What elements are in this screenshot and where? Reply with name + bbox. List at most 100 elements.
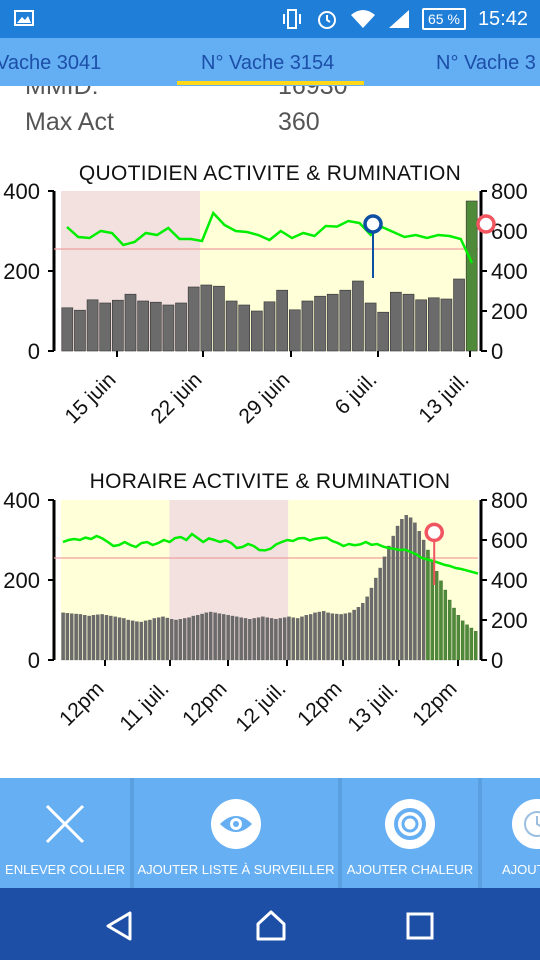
activity-bar	[269, 618, 274, 661]
activity-bar	[427, 297, 440, 352]
activity-bar	[291, 617, 296, 661]
battery-icon: 65 %	[422, 8, 466, 30]
tab-vache-3154[interactable]: N° Vache 3154	[201, 52, 335, 74]
activity-bar	[83, 615, 87, 661]
activity-bar	[282, 617, 287, 661]
close-icon	[40, 799, 90, 849]
right-tick-label: 0	[491, 339, 503, 364]
activity-bar	[225, 300, 238, 352]
activity-bar	[238, 304, 251, 352]
activity-bar	[196, 615, 200, 661]
activity-bar	[391, 535, 395, 661]
activity-bar	[217, 613, 222, 661]
activity-bar	[130, 620, 135, 661]
activity-bar	[263, 301, 276, 352]
activity-bar	[175, 302, 187, 352]
activity-bar	[61, 307, 74, 352]
activity-bar	[248, 619, 252, 661]
hourly-chart: HORAIRE ACTIVITE & RUMINATION 0 200 400 0 20…	[0, 460, 540, 760]
hourly-chart-title: HORAIRE ACTIVITE & RUMINATION	[89, 470, 451, 493]
activity-bar	[447, 599, 452, 661]
right-tick-label: 600	[491, 219, 528, 244]
activity-bar	[361, 603, 365, 661]
activity-bar	[274, 619, 278, 661]
activity-bar	[365, 596, 369, 661]
activity-bar	[404, 515, 408, 661]
activity-bar	[276, 289, 288, 352]
tab-vache-next[interactable]: N° Vache 3	[436, 52, 536, 74]
back-icon[interactable]	[104, 910, 136, 942]
activity-bar	[230, 615, 235, 661]
activity-bar	[261, 616, 265, 661]
remove-collar-button[interactable]: ENLEVER COLLIER	[0, 778, 130, 888]
clock-time: 15:42	[477, 7, 528, 30]
rumination-line	[62, 532, 479, 575]
activity-bar	[243, 618, 248, 661]
activity-bar	[278, 618, 282, 661]
activity-bar	[74, 309, 86, 352]
activity-bar	[100, 614, 104, 661]
activity-bar	[300, 616, 304, 661]
mmid-label: MMID:	[25, 86, 99, 100]
add-more-label: AJOUT	[502, 862, 540, 877]
activity-bar	[377, 311, 390, 352]
right-tick-label: 800	[491, 179, 528, 204]
activity-bar	[326, 612, 330, 661]
tab-vache-3041[interactable]: Vache 3041	[0, 52, 102, 74]
activity-bar	[113, 616, 117, 661]
event-marker-red	[476, 214, 496, 234]
activity-bar	[301, 300, 314, 352]
activity-bar	[295, 618, 300, 661]
add-heat-button[interactable]: AJOUTER CHALEUR	[342, 778, 478, 888]
rumination-line	[66, 210, 474, 264]
activity-bar	[122, 618, 126, 661]
activity-bar	[469, 627, 474, 661]
x-tick-label: 12 juil.	[231, 677, 290, 736]
activity-bar	[452, 607, 456, 661]
activity-bar	[165, 617, 170, 661]
activity-bar	[200, 613, 204, 661]
x-tick-label: 12pm	[178, 677, 231, 730]
activity-bar	[86, 299, 99, 352]
daily-chart: QUOTIDIEN ACTIVITE & RUMINATION 0 200 400 0…	[0, 150, 540, 450]
eye-icon	[211, 799, 261, 849]
activity-bar	[288, 309, 301, 352]
x-tick-label: 12pm	[408, 677, 461, 730]
add-more-button[interactable]: AJOUT	[482, 778, 540, 888]
activity-bar	[374, 577, 378, 661]
activity-bar	[256, 617, 261, 661]
activity-bar	[174, 619, 178, 661]
activity-bar	[65, 613, 70, 661]
activity-bar	[265, 617, 269, 661]
right-tick-label: 400	[491, 259, 528, 284]
x-tick-label: 12pm	[293, 677, 346, 730]
right-tick-label: 800	[491, 488, 528, 513]
activity-bar	[453, 278, 465, 352]
activity-bar	[343, 613, 348, 661]
left-tick-label: 0	[28, 648, 40, 673]
wifi-icon	[351, 10, 376, 28]
activity-bar	[308, 614, 313, 661]
activity-bar	[109, 615, 113, 661]
left-tick-label: 0	[28, 339, 40, 364]
add-watchlist-button[interactable]: AJOUTER LISTE À SURVEILLER	[134, 778, 338, 888]
activity-bar	[209, 611, 213, 661]
right-tick-label: 0	[491, 648, 503, 673]
event-marker-red	[424, 522, 444, 543]
activity-bar	[200, 284, 213, 352]
status-bar: 65 % 15:42	[0, 0, 540, 38]
activity-bar	[178, 619, 183, 661]
home-icon[interactable]	[254, 908, 288, 942]
target-icon	[385, 799, 435, 849]
x-tick-label: 12pm	[55, 677, 108, 730]
activity-bar	[252, 618, 256, 661]
activity-bar	[460, 620, 465, 661]
activity-bar	[330, 613, 335, 661]
activity-bar	[287, 616, 291, 661]
left-tick-label: 200	[3, 568, 40, 593]
recents-icon[interactable]	[406, 912, 434, 940]
activity-bar	[465, 624, 469, 661]
activity-bar	[443, 589, 448, 661]
activity-bar	[408, 517, 413, 661]
